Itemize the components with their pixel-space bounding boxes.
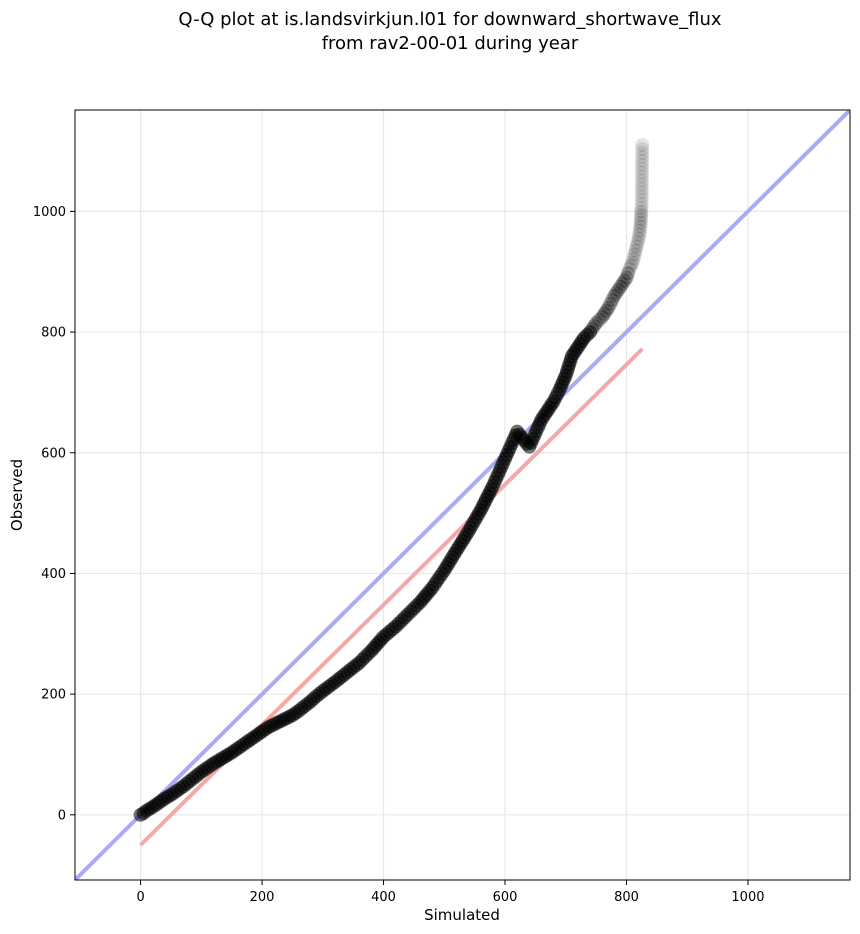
x-tick-label: 0 xyxy=(136,890,144,905)
fit-line xyxy=(139,347,644,847)
data-point xyxy=(613,279,628,294)
data-point xyxy=(635,157,650,172)
data-point xyxy=(621,266,636,281)
data-point xyxy=(619,270,634,285)
x-tick-label: 400 xyxy=(371,890,396,905)
data-point xyxy=(635,153,650,168)
data-point xyxy=(634,173,649,188)
data-point xyxy=(633,215,648,230)
y-tick-label: 600 xyxy=(41,446,66,461)
data-point xyxy=(633,219,648,234)
identity-line xyxy=(75,110,850,880)
data-point xyxy=(628,243,643,258)
y-tick-label: 400 xyxy=(41,567,66,582)
data-point xyxy=(585,322,600,337)
x-tick-label: 200 xyxy=(250,890,275,905)
data-point xyxy=(634,193,649,208)
data-point xyxy=(589,316,604,331)
data-point xyxy=(605,292,620,307)
data-point xyxy=(615,276,630,291)
data-point xyxy=(635,141,650,156)
data-point xyxy=(634,181,649,196)
data-point xyxy=(635,161,650,176)
data-point xyxy=(597,306,612,321)
x-tick-label: 1000 xyxy=(731,890,764,905)
chart-title-line-1: Q-Q plot at is.landsvirkjun.l01 for down… xyxy=(178,9,722,30)
data-point xyxy=(635,149,650,164)
data-point xyxy=(634,185,649,200)
data-point xyxy=(624,258,639,273)
data-point xyxy=(631,231,646,246)
data-point xyxy=(599,303,614,318)
y-tick-label: 200 xyxy=(41,688,66,703)
data-point xyxy=(632,223,647,238)
plot-area-frame xyxy=(74,109,851,881)
plot-series xyxy=(75,110,850,880)
data-point xyxy=(625,255,640,270)
data-point xyxy=(627,247,642,262)
data-point xyxy=(629,239,644,254)
data-point xyxy=(630,235,645,250)
data-point xyxy=(607,288,622,303)
data-point xyxy=(633,212,648,227)
data-point xyxy=(632,227,647,242)
x-tick-label: 800 xyxy=(614,890,639,905)
data-point xyxy=(626,251,641,266)
chart-title-line-2: from rav2-00-01 during year xyxy=(322,33,579,54)
data-point xyxy=(634,189,649,204)
data-point xyxy=(634,204,649,219)
grid-lines xyxy=(75,110,850,880)
data-point xyxy=(635,138,650,152)
data-point xyxy=(635,145,650,160)
data-point xyxy=(622,261,637,276)
data-point xyxy=(592,313,607,327)
y-tick-label: 0 xyxy=(58,808,66,823)
x-tick-label: 600 xyxy=(493,890,518,905)
y-tick-label: 800 xyxy=(41,326,66,341)
data-point xyxy=(611,282,626,297)
data-point xyxy=(603,296,618,311)
data-point xyxy=(634,165,649,180)
y-tick-label: 1000 xyxy=(33,205,66,220)
data-point xyxy=(617,273,632,288)
data-point xyxy=(583,325,598,340)
data-point xyxy=(587,319,602,334)
y-axis-label: Observed xyxy=(8,459,26,531)
data-point xyxy=(595,309,610,324)
data-point xyxy=(634,169,649,184)
data-point xyxy=(634,200,649,215)
data-point xyxy=(634,177,649,192)
data-point xyxy=(609,285,624,300)
x-axis-label: Simulated xyxy=(424,906,500,924)
data-point xyxy=(601,300,616,315)
data-point xyxy=(634,197,649,212)
data-point xyxy=(634,208,649,223)
axis-ticks: 0 200 400 600 800 1000 0 200 400 600 800 1000 xyxy=(33,205,765,905)
